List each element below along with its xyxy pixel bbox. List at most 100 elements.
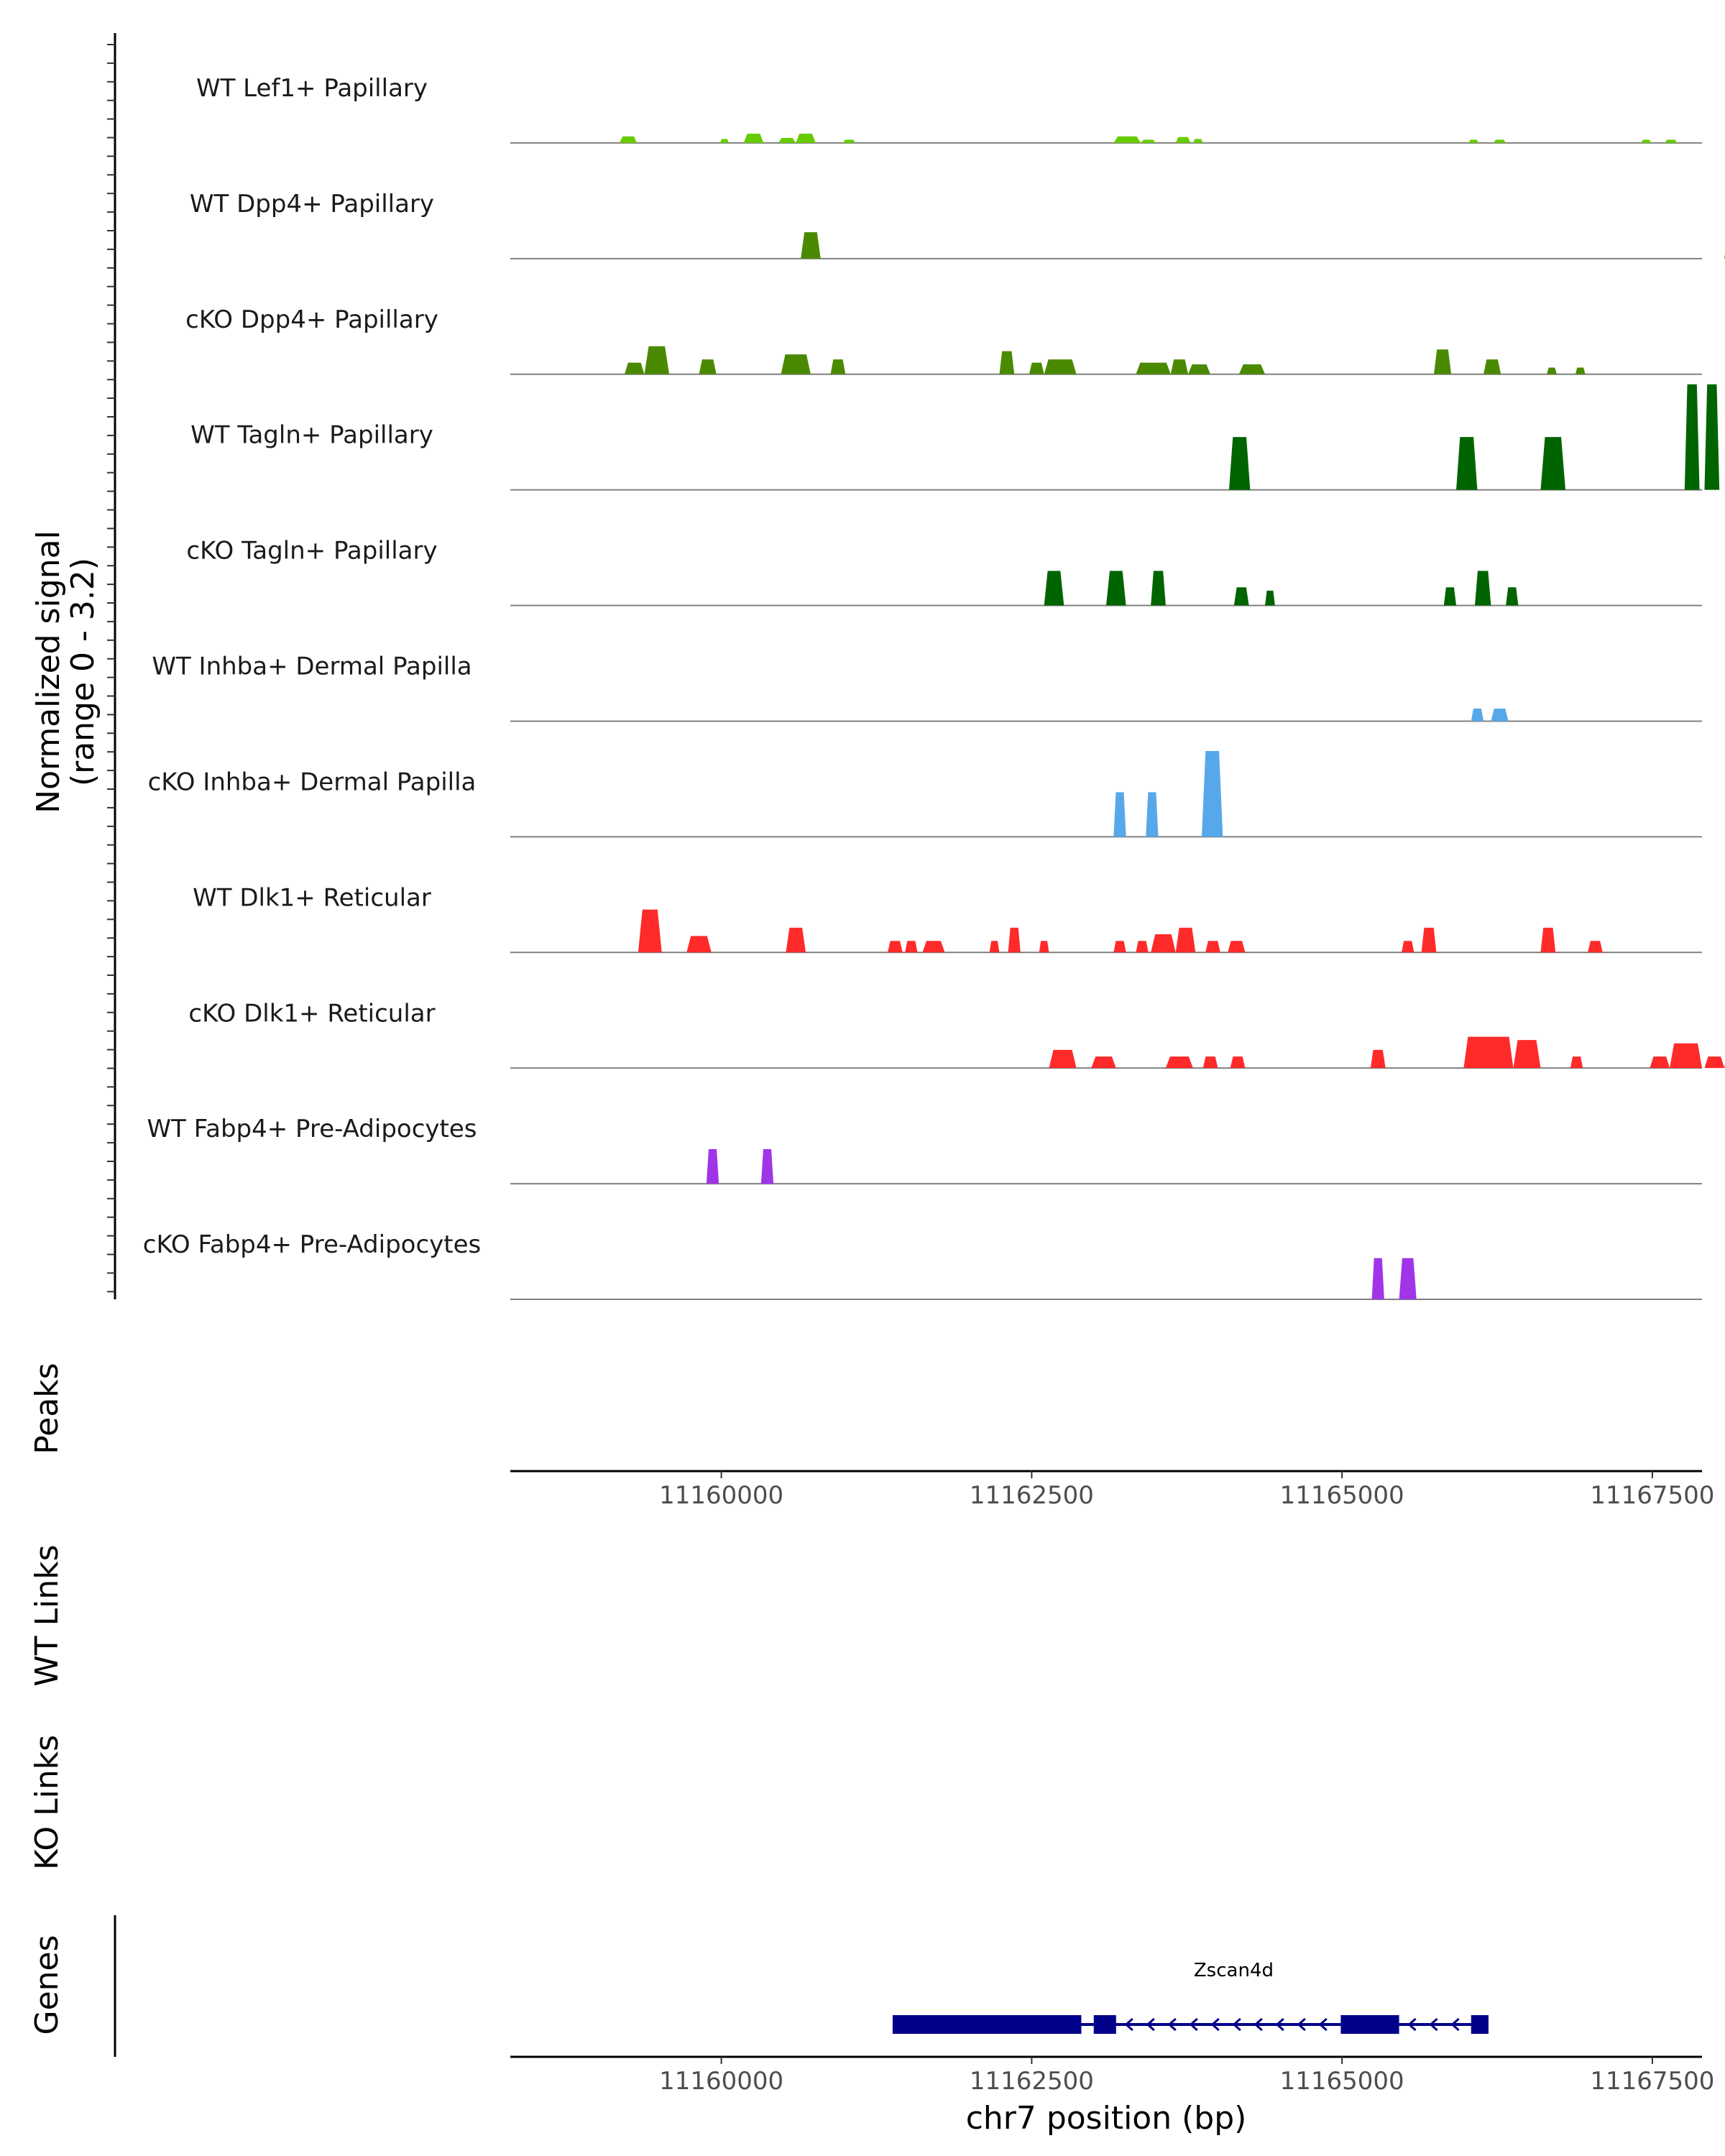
coverage-peak <box>1665 139 1678 143</box>
track-label: WT Fabp4+ Pre-Adipocytes <box>147 1115 477 1143</box>
y-axis-title-line1: Normalized signal <box>30 530 67 814</box>
coverage-peak <box>1202 1056 1218 1069</box>
track-3: WT Tagln+ Papillary <box>190 384 1720 491</box>
coverage-peak <box>1684 384 1700 490</box>
coverage-peak <box>796 134 816 143</box>
coverage-peak <box>1136 941 1149 953</box>
coverage-tracks: WT Lef1+ Papillary WT Dpp4+ Papillary cKO … <box>143 74 1725 1300</box>
coverage-peak <box>1506 587 1519 606</box>
coverage-peak <box>1044 359 1077 374</box>
x-tick-label: 11162500 <box>970 1481 1094 1510</box>
coverage-peak <box>1588 941 1603 953</box>
strand-arrow <box>1167 2017 1177 2032</box>
coverage-peak <box>1044 571 1064 606</box>
track-9: WT Fabp4+ Pre-Adipocytes <box>147 1115 1702 1185</box>
x-axis-title: chr7 position (bp) <box>966 2100 1247 2137</box>
coverage-peak <box>781 354 811 374</box>
strand-arrow <box>1124 2017 1133 2032</box>
track-label: cKO Dlk1+ Reticular <box>188 999 435 1028</box>
coverage-peak <box>644 346 670 374</box>
coverage-peak <box>1170 359 1188 374</box>
strand-arrow <box>1450 2017 1460 2032</box>
coverage-peak <box>786 927 806 953</box>
coverage-peak <box>1201 751 1223 837</box>
wt-links-panel-label: WT Links <box>29 1544 65 1686</box>
coverage-peak <box>699 359 717 374</box>
track-1: WT Dpp4+ Papillary <box>190 190 1725 259</box>
track-6: cKO Inhba+ Dermal Papilla <box>148 751 1702 838</box>
coverage-peak <box>1421 927 1437 953</box>
y-axis-title-line2: (range 0 - 3.2) <box>65 558 101 786</box>
strand-arrow <box>1210 2017 1220 2032</box>
coverage-peak <box>1230 1056 1246 1069</box>
coverage-peak <box>1165 1056 1193 1069</box>
coverage-peak <box>1547 367 1557 374</box>
coverage-peak <box>1474 571 1491 606</box>
coverage-peak <box>1175 137 1191 143</box>
x-tick-label: 11160000 <box>659 2067 783 2096</box>
coverage-peak <box>1238 364 1266 374</box>
coverage-peak <box>1029 362 1044 374</box>
coverage-peak <box>1113 136 1141 143</box>
coverage-peak <box>1228 437 1251 490</box>
coverage-peak <box>1187 364 1211 374</box>
strand-arrow <box>1232 2017 1241 2032</box>
coverage-peak <box>760 1148 774 1184</box>
coverage-peak <box>922 941 945 953</box>
coverage-peak <box>719 139 729 143</box>
coverage-peak <box>1151 571 1166 606</box>
coverage-peak <box>1443 587 1457 606</box>
coverage-peak <box>1136 362 1171 374</box>
gene-exon <box>1340 2015 1399 2034</box>
gene-exon <box>892 2015 1082 2034</box>
strand-arrow <box>1429 2017 1438 2032</box>
coverage-peak <box>1456 437 1478 490</box>
coverage-peak <box>989 941 1000 953</box>
track-2: cKO Dpp4+ Papillary <box>185 305 1702 375</box>
coverage-peak <box>619 136 638 143</box>
peaks-panel-label: Peaks <box>29 1363 65 1454</box>
x-tick-label: 11160000 <box>659 1481 783 1510</box>
coverage-peak <box>1113 792 1126 837</box>
coverage-peak <box>1205 941 1220 953</box>
track-label: WT Dlk1+ Reticular <box>193 883 431 912</box>
coverage-peak <box>1091 1056 1116 1069</box>
coverage-peak <box>1113 941 1126 953</box>
track-label: WT Dpp4+ Papillary <box>190 190 434 218</box>
coverage-peak <box>1493 139 1506 143</box>
coverage-peak <box>1141 139 1156 143</box>
track-label: WT Tagln+ Papillary <box>190 421 433 450</box>
track-7: WT Dlk1+ Reticular <box>193 883 1702 954</box>
coverage-peak <box>1146 792 1159 837</box>
coverage-peak <box>1228 941 1246 953</box>
coverage-peak <box>905 941 918 953</box>
track-label: WT Inhba+ Dermal Papilla <box>152 653 472 681</box>
coverage-peak <box>1049 1049 1077 1069</box>
x-tick-label: 11167500 <box>1590 2067 1714 2096</box>
strand-arrow <box>1254 2017 1263 2032</box>
coverage-peak <box>1575 367 1586 374</box>
coverage-peak <box>1008 927 1021 953</box>
coverage-peak <box>1704 1056 1725 1069</box>
coverage-peak <box>1641 139 1652 143</box>
coverage-peak <box>624 362 645 374</box>
coverage-peak <box>1402 941 1414 953</box>
coverage-peak <box>999 351 1015 374</box>
strand-arrow <box>1318 2017 1328 2032</box>
coverage-peak <box>1570 1056 1583 1069</box>
peaks-x-axis-ticks: 11160000 11162500 11165000 11167500 <box>659 1471 1714 1510</box>
track-4: cKO Tagln+ Papillary <box>186 537 1702 607</box>
coverage-peak <box>1471 709 1484 722</box>
coverage-peak <box>1370 1049 1386 1069</box>
coverage-peak <box>1433 349 1452 374</box>
coverage-peak <box>1704 384 1720 490</box>
coverage-peak <box>1484 359 1501 374</box>
track-label: cKO Tagln+ Papillary <box>186 537 437 566</box>
coverage-peak <box>801 232 821 259</box>
track-0: WT Lef1+ Papillary <box>196 74 1702 144</box>
coverage-peak <box>1540 437 1566 490</box>
track-label: WT Lef1+ Papillary <box>196 74 428 103</box>
strand-arrow <box>1275 2017 1284 2032</box>
coverage-peak <box>1039 941 1049 953</box>
